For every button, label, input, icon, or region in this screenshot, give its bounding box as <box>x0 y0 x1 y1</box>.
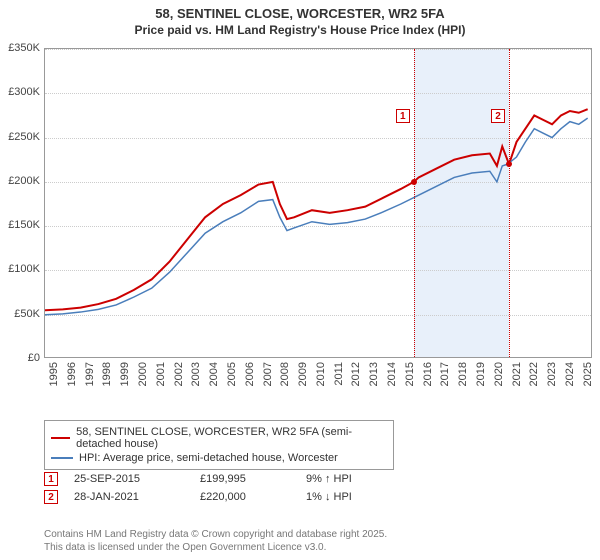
legend-item-price-paid: 58, SENTINEL CLOSE, WORCESTER, WR2 5FA (… <box>51 426 387 450</box>
event-date: 25-SEP-2015 <box>74 473 184 485</box>
x-axis-label: 2019 <box>475 362 487 392</box>
y-axis-label: £0 <box>0 352 40 364</box>
x-axis-label: 2016 <box>422 362 434 392</box>
y-axis-label: £350K <box>0 42 40 54</box>
x-axis-label: 2023 <box>546 362 558 392</box>
series-line-hpi <box>45 118 588 315</box>
footer-copyright: Contains HM Land Registry data © Crown c… <box>44 528 387 541</box>
event-dot <box>506 161 512 167</box>
event-badge: 1 <box>396 109 410 123</box>
x-axis-label: 1996 <box>66 362 78 392</box>
x-axis-label: 2001 <box>155 362 167 392</box>
page-title-line2: Price paid vs. HM Land Registry's House … <box>0 23 600 37</box>
x-axis-label: 2017 <box>439 362 451 392</box>
event-badge: 1 <box>44 472 58 486</box>
x-axis-label: 1995 <box>48 362 60 392</box>
event-delta: 1% ↓ HPI <box>306 491 396 503</box>
y-axis-label: £150K <box>0 219 40 231</box>
x-axis-label: 2000 <box>137 362 149 392</box>
x-axis-label: 2004 <box>208 362 220 392</box>
event-badge: 2 <box>491 109 505 123</box>
y-axis-label: £50K <box>0 308 40 320</box>
event-marker-line <box>414 49 415 357</box>
chart: 12 £0£50K£100K£150K£200K£250K£300K£350K1… <box>44 48 592 388</box>
legend-item-hpi: HPI: Average price, semi-detached house,… <box>51 452 387 464</box>
event-price: £220,000 <box>200 491 290 503</box>
y-axis-label: £200K <box>0 175 40 187</box>
x-axis-label: 2014 <box>386 362 398 392</box>
x-axis-label: 2005 <box>226 362 238 392</box>
x-axis-label: 2015 <box>404 362 416 392</box>
event-price: £199,995 <box>200 473 290 485</box>
legend-swatch <box>51 437 70 439</box>
legend-swatch <box>51 457 73 459</box>
event-marker-line <box>509 49 510 357</box>
x-axis-label: 2007 <box>262 362 274 392</box>
y-axis-label: £250K <box>0 131 40 143</box>
legend-label: 58, SENTINEL CLOSE, WORCESTER, WR2 5FA (… <box>76 426 387 450</box>
footer: Contains HM Land Registry data © Crown c… <box>44 528 387 554</box>
event-delta: 9% ↑ HPI <box>306 473 396 485</box>
x-axis-label: 1998 <box>101 362 113 392</box>
x-axis-label: 1999 <box>119 362 131 392</box>
y-axis-label: £300K <box>0 86 40 98</box>
x-axis-label: 2006 <box>244 362 256 392</box>
x-axis-label: 2003 <box>190 362 202 392</box>
x-axis-label: 2013 <box>368 362 380 392</box>
legend-label: HPI: Average price, semi-detached house,… <box>79 452 338 464</box>
event-dot <box>411 179 417 185</box>
event-row: 2 28-JAN-2021 £220,000 1% ↓ HPI <box>44 490 396 504</box>
x-axis-label: 2012 <box>350 362 362 392</box>
event-date: 28-JAN-2021 <box>74 491 184 503</box>
x-axis-label: 2024 <box>564 362 576 392</box>
legend: 58, SENTINEL CLOSE, WORCESTER, WR2 5FA (… <box>44 420 394 470</box>
x-axis-label: 2009 <box>297 362 309 392</box>
plot-area: 12 <box>44 48 592 358</box>
events-table: 1 25-SEP-2015 £199,995 9% ↑ HPI 2 28-JAN… <box>44 468 396 508</box>
y-axis-label: £100K <box>0 263 40 275</box>
x-axis-label: 1997 <box>84 362 96 392</box>
x-axis-label: 2018 <box>457 362 469 392</box>
x-axis-label: 2021 <box>511 362 523 392</box>
x-axis-label: 2022 <box>528 362 540 392</box>
x-axis-label: 2020 <box>493 362 505 392</box>
event-row: 1 25-SEP-2015 £199,995 9% ↑ HPI <box>44 472 396 486</box>
series-line-price_paid <box>45 109 588 310</box>
x-axis-label: 2011 <box>333 362 345 392</box>
page-title-line1: 58, SENTINEL CLOSE, WORCESTER, WR2 5FA <box>0 6 600 21</box>
x-axis-label: 2025 <box>582 362 594 392</box>
event-badge: 2 <box>44 490 58 504</box>
x-axis-label: 2008 <box>279 362 291 392</box>
x-axis-label: 2002 <box>173 362 185 392</box>
footer-license: This data is licensed under the Open Gov… <box>44 541 387 554</box>
x-axis-label: 2010 <box>315 362 327 392</box>
